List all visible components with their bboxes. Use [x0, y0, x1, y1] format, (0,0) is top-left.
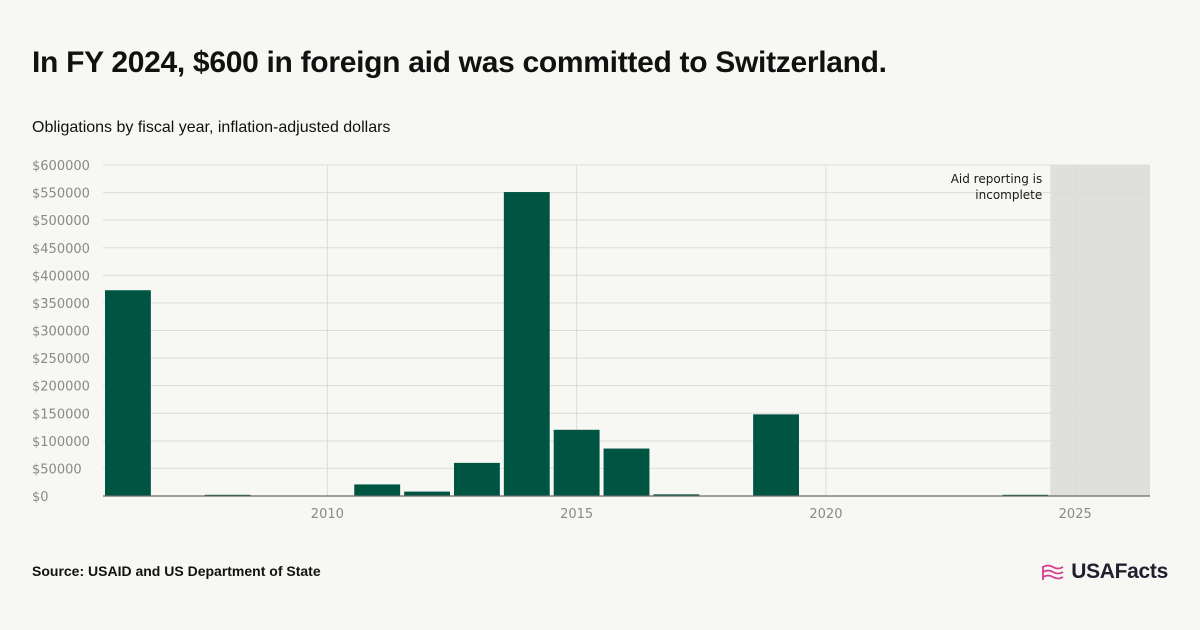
y-tick-label: $100000: [32, 435, 90, 450]
y-tick-label: $500000: [32, 214, 90, 229]
y-tick-label: $50000: [32, 462, 82, 477]
y-tick-label: $350000: [32, 297, 90, 312]
y-tick-label: $450000: [32, 242, 90, 257]
incomplete-annotation: Aid reporting is: [951, 172, 1043, 186]
y-tick-label: $150000: [32, 407, 90, 422]
y-tick-label: $200000: [32, 380, 90, 395]
bar: [354, 484, 401, 496]
bar: [404, 491, 451, 496]
y-tick-label: $550000: [32, 187, 90, 202]
y-tick-label: $0: [32, 490, 49, 505]
y-tick-label: $400000: [32, 269, 90, 284]
x-tick-label: 2025: [1059, 507, 1092, 522]
bar: [453, 462, 500, 496]
bar-chart: $0 $50000 $100000 $150000 $200000 $250000 $300…: [32, 159, 1150, 522]
bar: [553, 429, 600, 496]
bar: [753, 414, 800, 496]
chart-title: In FY 2024, $600 in foreign aid was comm…: [32, 46, 887, 79]
chart-subtitle: Obligations by fiscal year, inflation-ad…: [32, 119, 391, 136]
usafacts-logo[interactable]: USAFacts: [1041, 560, 1168, 584]
source-note: Source: USAID and US Department of State: [32, 563, 321, 579]
x-tick-label: 2020: [809, 507, 842, 522]
bar: [603, 448, 650, 496]
y-tick-label: $600000: [32, 159, 90, 174]
logo-text: USAFacts: [1071, 560, 1168, 583]
x-tick-label: 2015: [560, 507, 593, 522]
x-tick-label: 2010: [311, 507, 344, 522]
incomplete-annotation: incomplete: [975, 188, 1042, 202]
y-tick-label: $300000: [32, 325, 90, 340]
bar: [653, 494, 700, 496]
bar: [503, 192, 550, 496]
bar: [104, 290, 151, 496]
flag-icon: [1042, 564, 1064, 580]
y-tick-label: $250000: [32, 352, 90, 367]
